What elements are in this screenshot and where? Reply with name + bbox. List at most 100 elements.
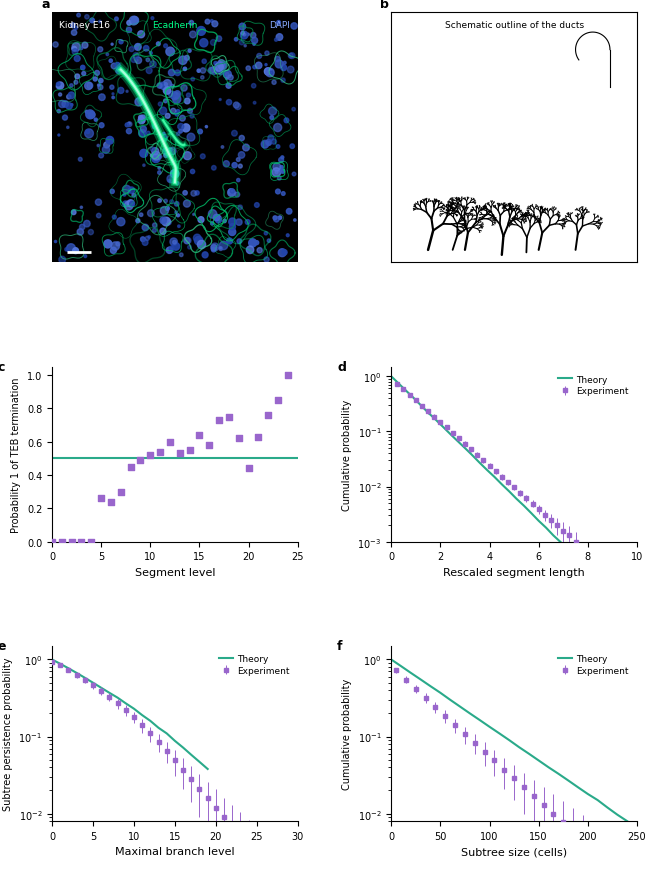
Theory — [554, 768, 562, 779]
Polygon shape — [56, 84, 62, 90]
Polygon shape — [176, 110, 179, 114]
Polygon shape — [153, 223, 157, 229]
Polygon shape — [117, 68, 121, 72]
Polygon shape — [268, 136, 274, 142]
Theory — [520, 501, 528, 511]
Polygon shape — [163, 81, 172, 89]
Polygon shape — [266, 140, 272, 146]
Polygon shape — [274, 217, 280, 222]
Polygon shape — [205, 20, 210, 25]
Polygon shape — [84, 16, 89, 20]
Polygon shape — [67, 127, 69, 129]
Polygon shape — [253, 66, 256, 70]
Y-axis label: Subtree persistence probability: Subtree persistence probability — [3, 657, 13, 811]
Polygon shape — [250, 33, 256, 39]
Polygon shape — [253, 43, 255, 46]
Polygon shape — [175, 212, 177, 214]
Polygon shape — [218, 71, 223, 76]
Polygon shape — [197, 70, 200, 73]
Polygon shape — [185, 99, 190, 105]
Polygon shape — [210, 68, 218, 76]
X-axis label: Maximal branch level: Maximal branch level — [115, 846, 235, 857]
Polygon shape — [179, 57, 187, 65]
Polygon shape — [278, 249, 286, 257]
Polygon shape — [214, 216, 219, 221]
Polygon shape — [150, 52, 152, 56]
Polygon shape — [140, 150, 148, 158]
Polygon shape — [195, 191, 199, 196]
Polygon shape — [112, 94, 114, 96]
Polygon shape — [202, 60, 207, 64]
Polygon shape — [211, 248, 216, 253]
Polygon shape — [163, 88, 171, 95]
Theory — [402, 386, 410, 396]
Polygon shape — [165, 114, 170, 119]
Theory — [179, 742, 187, 753]
Theory — [604, 802, 612, 813]
Polygon shape — [58, 135, 60, 136]
Polygon shape — [220, 66, 226, 71]
Polygon shape — [128, 123, 130, 126]
Legend: Theory, Experiment: Theory, Experiment — [554, 372, 632, 400]
Polygon shape — [164, 83, 168, 87]
Polygon shape — [182, 124, 190, 133]
Polygon shape — [94, 119, 98, 122]
Polygon shape — [239, 41, 244, 46]
Polygon shape — [138, 31, 144, 39]
Polygon shape — [104, 143, 110, 149]
Polygon shape — [198, 217, 204, 223]
Polygon shape — [217, 63, 220, 66]
Theory — [527, 508, 535, 519]
Polygon shape — [241, 32, 244, 36]
Polygon shape — [158, 168, 161, 170]
Polygon shape — [109, 60, 112, 63]
Polygon shape — [282, 250, 287, 255]
Polygon shape — [98, 48, 103, 53]
Polygon shape — [266, 70, 274, 77]
Polygon shape — [216, 218, 222, 223]
Polygon shape — [72, 30, 77, 36]
Theory — [483, 465, 491, 475]
Polygon shape — [85, 111, 88, 114]
Polygon shape — [110, 86, 114, 90]
Theory — [203, 764, 211, 774]
Polygon shape — [150, 148, 154, 152]
Polygon shape — [58, 94, 62, 97]
Polygon shape — [167, 176, 175, 183]
Point — [106, 495, 116, 509]
Polygon shape — [99, 154, 103, 159]
Polygon shape — [219, 248, 222, 249]
Polygon shape — [218, 61, 225, 68]
Polygon shape — [117, 218, 125, 227]
Point — [194, 428, 205, 442]
Polygon shape — [184, 238, 190, 244]
Polygon shape — [57, 110, 60, 114]
Polygon shape — [190, 32, 196, 39]
Polygon shape — [191, 191, 196, 197]
Point — [204, 439, 214, 453]
Theory — [469, 450, 476, 461]
Polygon shape — [129, 17, 138, 26]
Theory — [614, 810, 621, 820]
Polygon shape — [205, 126, 207, 129]
Polygon shape — [169, 92, 176, 99]
Point — [165, 435, 176, 449]
Polygon shape — [291, 23, 297, 30]
Theory — [466, 708, 474, 719]
Polygon shape — [106, 54, 109, 56]
X-axis label: Rescaled segment length: Rescaled segment length — [443, 567, 585, 577]
Polygon shape — [138, 117, 145, 124]
Polygon shape — [200, 40, 208, 48]
Point — [263, 408, 274, 422]
Polygon shape — [224, 71, 231, 79]
Theory — [557, 537, 565, 547]
Polygon shape — [146, 237, 150, 242]
Polygon shape — [163, 149, 167, 153]
Point — [283, 368, 293, 382]
Polygon shape — [172, 93, 177, 98]
Polygon shape — [179, 116, 185, 122]
Polygon shape — [178, 124, 184, 130]
Polygon shape — [144, 46, 149, 52]
Polygon shape — [127, 123, 132, 128]
Theory — [48, 654, 56, 665]
